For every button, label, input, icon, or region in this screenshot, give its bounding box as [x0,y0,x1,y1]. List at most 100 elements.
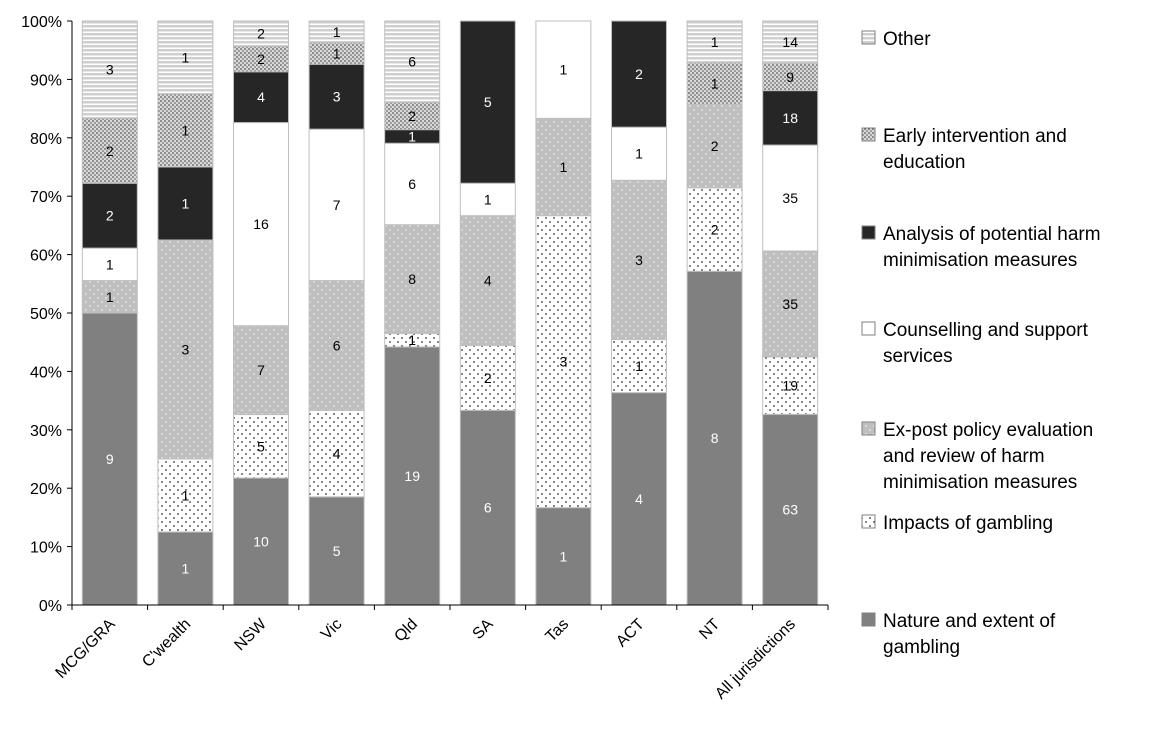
legend-label: minimisation measures [883,472,1077,493]
legend-label: services [883,346,953,367]
legend-label: Nature and extent of [883,611,1056,632]
data-label: 18 [782,110,798,126]
data-label: 6 [408,54,416,70]
data-label: 63 [782,502,798,518]
legend-swatch [861,321,876,336]
category-label: ACT [613,616,648,651]
legend-label: education [883,152,965,173]
data-label: 6 [408,176,416,192]
data-label: 3 [635,252,643,268]
bar-segment [762,20,819,64]
bar-segment [157,239,214,460]
bar-segment [384,224,441,334]
bar-segment [308,63,365,130]
legend-label: and review of harm [883,446,1045,467]
legend-swatch [861,127,876,142]
bar-segment [459,215,516,346]
bar-segment [157,458,214,533]
bar-segment [308,20,365,44]
data-label: 1 [711,76,719,92]
data-label: 6 [333,337,341,353]
data-label: 1 [106,289,114,305]
bar-segment [157,166,214,241]
data-label: 1 [106,256,114,272]
bar-segment [233,71,289,124]
data-label: 1 [408,128,416,144]
bar-segment [233,20,289,47]
data-label: 16 [253,216,269,232]
bar-segment [81,117,138,184]
data-label: 1 [333,24,341,40]
bar-segment [535,117,592,217]
bar-segment [384,20,441,103]
bar-segment [611,126,667,181]
bar-segment [762,90,819,146]
data-label: 3 [560,354,568,370]
data-label: 8 [408,271,416,287]
y-tick-label: 30% [30,423,62,440]
data-label: 1 [560,159,568,175]
category-label: SA [470,616,497,643]
bar-segment [686,270,743,606]
bar-segment [384,101,441,131]
category-label: MCG/GRA [53,616,119,682]
data-label: 1 [333,45,341,61]
data-label: 2 [484,370,492,386]
data-label: 6 [484,500,492,516]
data-label: 2 [257,26,265,42]
bar-segment [233,477,289,606]
bar-segment [459,20,516,184]
bar-segment [81,280,138,314]
bar-segment [81,182,138,249]
data-label: 2 [711,222,719,238]
data-label: 8 [711,430,719,446]
data-label: 19 [404,468,420,484]
y-tick-label: 70% [30,189,62,206]
bar-segment [611,179,667,341]
data-label: 35 [782,190,798,206]
bar-segment [308,409,365,498]
bar-segment [535,215,592,509]
category-label: Qld [391,616,421,646]
bar-segment [535,20,592,119]
data-label: 2 [635,66,643,82]
data-label: 4 [635,491,643,507]
legend: Other Early intervention and education Anal… [861,29,1101,658]
bar-segment [611,20,667,128]
category-label: C'wealth [139,616,194,671]
data-label: 1 [182,50,190,66]
data-label: 1 [711,34,719,50]
data-label: 10 [253,534,269,550]
legend-label: minimisation measures [883,250,1077,271]
bar-segment [459,344,516,411]
data-label: 14 [782,34,798,50]
y-tick-label: 90% [30,72,62,89]
legend-label: Counselling and support [883,320,1089,341]
legend-swatch [861,30,876,45]
legend-label: Early intervention and [883,126,1067,147]
data-label: 1 [560,548,568,564]
bar-segment [762,356,819,415]
data-label: 1 [560,62,568,78]
data-label: 19 [782,378,798,394]
bar-segment [686,187,743,272]
legend-label: Other [883,29,931,50]
data-label: 3 [106,62,114,78]
category-label: Tas [543,616,573,646]
bar-segment [157,20,214,95]
data-label: 4 [333,446,341,462]
data-label: 5 [333,543,341,559]
bar-segment [233,122,289,327]
legend-label: Impacts of gambling [883,513,1053,534]
data-label: 2 [106,143,114,159]
y-tick-label: 20% [30,481,62,498]
bar-segment [459,409,516,606]
data-label: 4 [257,89,265,105]
bar-segment [611,339,667,394]
data-label: 1 [182,123,190,139]
legend-label: Ex-post policy evaluation [883,420,1093,441]
bar-segment [81,20,138,119]
data-label: 9 [106,451,114,467]
data-label: 2 [257,51,265,67]
